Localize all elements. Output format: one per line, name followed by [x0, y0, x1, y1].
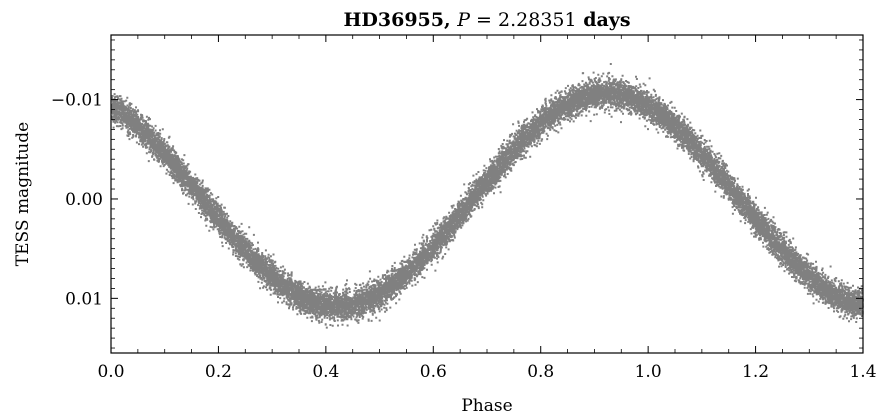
x-tick-label: 0.4	[312, 362, 339, 382]
x-tick-label: 1.2	[742, 362, 769, 382]
y-axis-label: TESS magnitude	[13, 122, 33, 266]
x-tick-label: 1.4	[849, 362, 876, 382]
y-tick-label: 0.00	[65, 190, 103, 210]
y-axis: −0.01 0.00 0.01	[51, 39, 863, 349]
x-tick-label: 0.2	[205, 362, 232, 382]
chart-title: HD36955, P = 2.28351 days	[343, 9, 630, 31]
title-period-value: 2.28351	[498, 9, 577, 31]
title-period-symbol: P	[456, 9, 471, 31]
series-points	[111, 63, 864, 329]
x-tick-label: 0.6	[420, 362, 447, 382]
x-axis-label: Phase	[461, 396, 512, 416]
y-tick-label: −0.01	[51, 91, 103, 111]
title-equals: =	[470, 9, 498, 31]
x-tick-label: 1.0	[635, 362, 662, 382]
y-tick-label: 0.01	[65, 289, 103, 309]
x-axis: 0.0 0.2 0.4 0.6 0.8 1.0 1.2 1.4	[97, 35, 877, 382]
title-star-name: HD36955,	[343, 9, 457, 31]
x-tick-label: 0.8	[527, 362, 554, 382]
data-points	[111, 63, 864, 329]
series-0-markers	[111, 63, 864, 329]
title-unit: days	[577, 9, 631, 31]
x-tick-label: 0.0	[97, 362, 124, 382]
